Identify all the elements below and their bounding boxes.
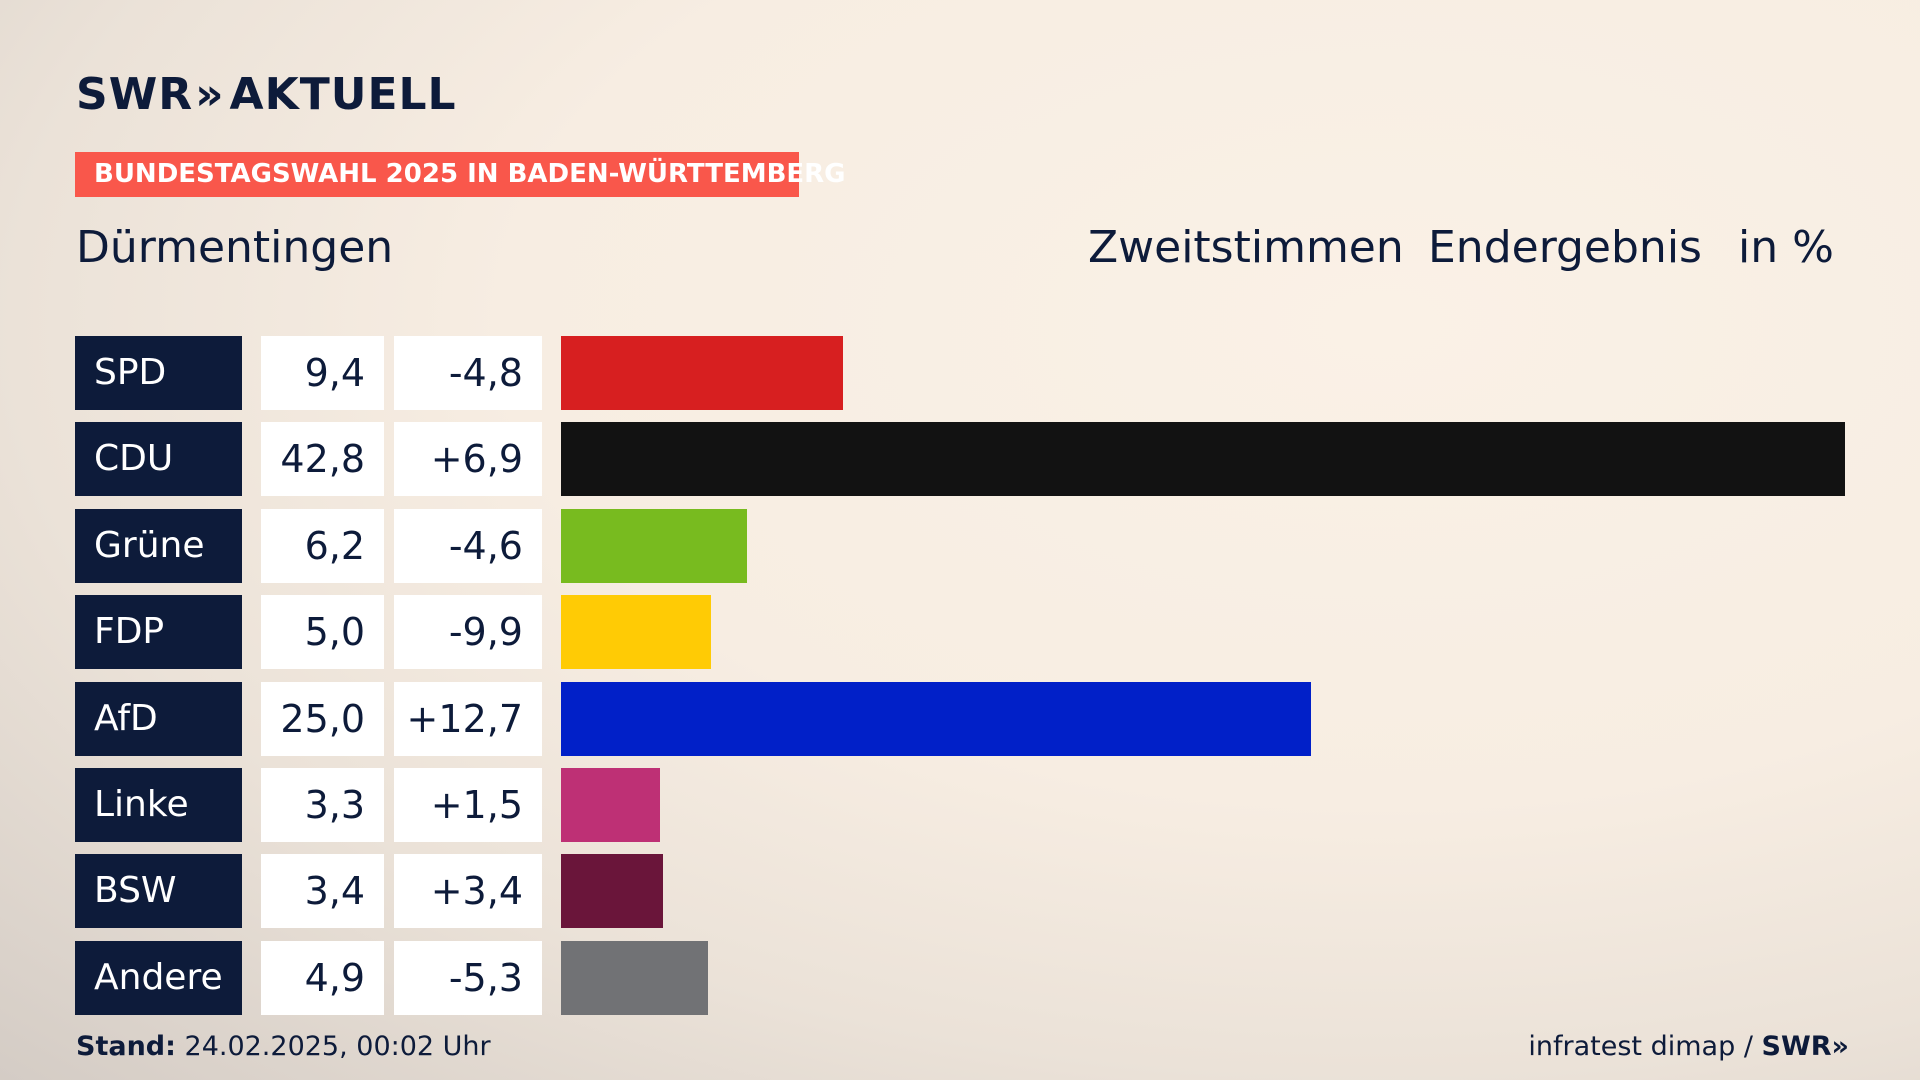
value-label: 42,8 bbox=[261, 422, 384, 496]
value-label: 3,3 bbox=[261, 768, 384, 842]
logo-arrows-icon: » bbox=[195, 69, 224, 120]
party-label: FDP bbox=[75, 595, 242, 669]
vote-type-label: Zweitstimmen bbox=[1088, 222, 1404, 273]
party-label: CDU bbox=[75, 422, 242, 496]
bar-grüne bbox=[561, 509, 747, 583]
bar-andere bbox=[561, 941, 708, 1015]
value-label: 5,0 bbox=[261, 595, 384, 669]
logo-brand: SWR bbox=[76, 69, 194, 120]
change-label: -4,6 bbox=[394, 509, 542, 583]
change-label: -5,3 bbox=[394, 941, 542, 1015]
swr-aktuell-logo: SWR» AKTUELL bbox=[76, 70, 457, 120]
value-label: 25,0 bbox=[261, 682, 384, 756]
change-label: +6,9 bbox=[394, 422, 542, 496]
change-label: +3,4 bbox=[394, 854, 542, 928]
party-label: Linke bbox=[75, 768, 242, 842]
stand-label: Stand: bbox=[76, 1031, 176, 1062]
value-label: 3,4 bbox=[261, 854, 384, 928]
location-title: Dürmentingen bbox=[76, 222, 394, 273]
change-label: +12,7 bbox=[394, 682, 542, 756]
result-status-label: Endergebnis bbox=[1428, 222, 1702, 273]
value-label: 4,9 bbox=[261, 941, 384, 1015]
party-label: SPD bbox=[75, 336, 242, 410]
election-banner: BUNDESTAGSWAHL 2025 IN BADEN-WÜRTTEMBERG bbox=[75, 152, 846, 197]
timestamp: Stand: 24.02.2025, 00:02 Uhr bbox=[76, 1030, 491, 1064]
logo-product: AKTUELL bbox=[229, 69, 457, 120]
source-credit: infratest dimap / SWR» bbox=[1528, 1030, 1850, 1064]
change-label: -9,9 bbox=[394, 595, 542, 669]
source-brand-name: SWR bbox=[1761, 1031, 1832, 1062]
value-label: 9,4 bbox=[261, 336, 384, 410]
change-label: -4,8 bbox=[394, 336, 542, 410]
value-label: 6,2 bbox=[261, 509, 384, 583]
bar-bsw bbox=[561, 854, 663, 928]
bar-fdp bbox=[561, 595, 711, 669]
party-label: Andere bbox=[75, 941, 242, 1015]
party-label: AfD bbox=[75, 682, 242, 756]
bar-cdu bbox=[561, 422, 1845, 496]
party-label: Grüne bbox=[75, 509, 242, 583]
change-label: +1,5 bbox=[394, 768, 542, 842]
source-text: infratest dimap / bbox=[1528, 1031, 1753, 1062]
party-label: BSW bbox=[75, 854, 242, 928]
unit-label: in % bbox=[1738, 222, 1834, 273]
bar-afd bbox=[561, 682, 1311, 756]
source-arrows-icon: » bbox=[1831, 1031, 1850, 1062]
source-brand: SWR» bbox=[1761, 1031, 1850, 1062]
bar-linke bbox=[561, 768, 660, 842]
stand-value: 24.02.2025, 00:02 Uhr bbox=[184, 1031, 491, 1062]
bar-spd bbox=[561, 336, 843, 410]
